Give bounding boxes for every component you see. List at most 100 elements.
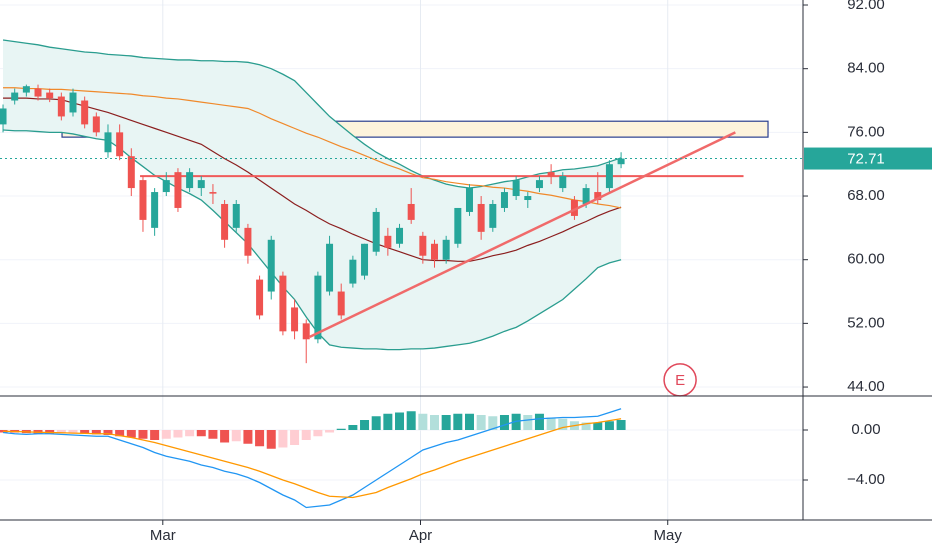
candle-body xyxy=(524,196,532,201)
macd-histogram-bar xyxy=(336,428,346,430)
candle-body xyxy=(372,211,380,252)
candle-body xyxy=(34,88,42,97)
candle-body xyxy=(57,96,65,117)
macd-histogram-bar xyxy=(360,420,370,430)
macd-histogram-bar xyxy=(56,430,66,434)
macd-histogram-bar xyxy=(150,430,160,440)
macd-histogram-bar xyxy=(593,422,603,430)
candle-body xyxy=(244,227,252,256)
candle-body xyxy=(256,279,264,316)
candle-body xyxy=(46,92,54,99)
candle-body xyxy=(407,203,415,220)
macd-histogram-bar xyxy=(278,430,288,448)
macd-histogram-bar xyxy=(371,416,381,430)
candle-body xyxy=(81,100,89,125)
price-axis-bg xyxy=(803,0,932,550)
candle-body xyxy=(349,259,357,284)
candle-body xyxy=(127,156,135,189)
macd-histogram-bar xyxy=(208,430,218,439)
trend-line xyxy=(309,131,736,339)
candle-body xyxy=(151,192,159,228)
macd-histogram-bar xyxy=(266,430,276,449)
bollinger-fill xyxy=(3,40,622,350)
candle-body xyxy=(174,172,182,208)
candle-body xyxy=(489,203,497,228)
macd-line xyxy=(3,418,622,499)
macd-histogram-bar xyxy=(126,430,136,438)
last-price-label: 72.71 xyxy=(847,151,885,168)
x-tick-label: May xyxy=(654,527,683,544)
candle-body xyxy=(477,203,485,232)
macd-histogram-bar xyxy=(523,415,533,430)
macd-histogram-bar xyxy=(604,421,614,430)
macd-histogram-bar xyxy=(80,430,90,434)
macd-histogram-bar xyxy=(581,422,591,430)
macd-histogram-bar xyxy=(488,416,498,430)
macd-histogram-bar xyxy=(313,430,323,437)
macd-histogram-bar xyxy=(546,417,556,430)
candle-body xyxy=(594,192,602,201)
macd-histogram-bar xyxy=(430,415,440,430)
macd-histogram-bar xyxy=(383,413,393,430)
macd-histogram-bar xyxy=(220,430,230,443)
y-tick-label: 44.00 xyxy=(847,378,885,395)
macd-line xyxy=(2,408,622,509)
macd-histogram-bar xyxy=(348,425,358,430)
candle-body xyxy=(69,92,77,113)
macd-histogram-bar xyxy=(301,430,311,440)
candle-body xyxy=(197,180,205,189)
y-tick-label: 68.00 xyxy=(847,187,885,204)
y-tick-label: −4.00 xyxy=(847,471,885,488)
y-tick-label: 92.00 xyxy=(847,0,885,13)
candle-body xyxy=(465,188,473,212)
macd-histogram-bar xyxy=(115,430,125,437)
candle-body xyxy=(512,180,520,197)
candle-body xyxy=(11,92,19,101)
macd-histogram-bar xyxy=(418,413,428,430)
candle-body xyxy=(326,243,334,292)
macd-histogram-bar xyxy=(231,430,241,442)
macd-histogram-bar xyxy=(255,430,265,447)
macd-histogram-bar xyxy=(290,430,300,445)
y-tick-label: 52.00 xyxy=(847,314,885,331)
macd-histogram-bar xyxy=(616,420,626,430)
macd-histogram-bar xyxy=(243,430,253,444)
candle-body xyxy=(605,164,613,189)
macd-histogram-bar xyxy=(395,412,405,430)
candle-body xyxy=(442,239,450,260)
candle-body xyxy=(454,207,462,244)
candle-body xyxy=(92,116,100,133)
moving-average xyxy=(3,97,622,262)
y-tick-label: 60.00 xyxy=(847,251,885,268)
candle-body xyxy=(419,235,427,256)
candle-body xyxy=(267,239,275,292)
candle-body xyxy=(232,203,240,228)
macd-histogram-bar xyxy=(558,418,568,430)
macd-histogram-bar xyxy=(196,430,206,437)
candle-body xyxy=(337,291,345,316)
candle-body xyxy=(279,275,287,332)
y-tick-label: 0.00 xyxy=(851,421,880,438)
candle-body xyxy=(139,180,147,220)
macd-histogram-bar xyxy=(406,411,416,430)
macd-histogram-bar xyxy=(534,413,544,430)
macd-histogram-bar xyxy=(453,413,463,430)
candle-body xyxy=(384,235,392,248)
candle-body xyxy=(570,200,578,216)
macd-histogram-bar xyxy=(138,430,148,439)
candle-body xyxy=(221,203,229,240)
macd-histogram-bar xyxy=(441,415,451,430)
candle-body xyxy=(547,172,555,177)
y-tick-label: 76.00 xyxy=(847,123,885,140)
x-tick-label: Apr xyxy=(409,527,432,544)
candle-body xyxy=(535,180,543,189)
candle-body xyxy=(617,158,625,165)
macd-histogram-bar xyxy=(185,430,195,437)
macd-histogram-bar xyxy=(464,413,474,430)
candle-body xyxy=(582,188,590,204)
candle-body xyxy=(116,132,124,157)
candle-body xyxy=(500,192,508,208)
y-tick-label: 84.00 xyxy=(847,60,885,77)
candle-body xyxy=(0,108,7,125)
